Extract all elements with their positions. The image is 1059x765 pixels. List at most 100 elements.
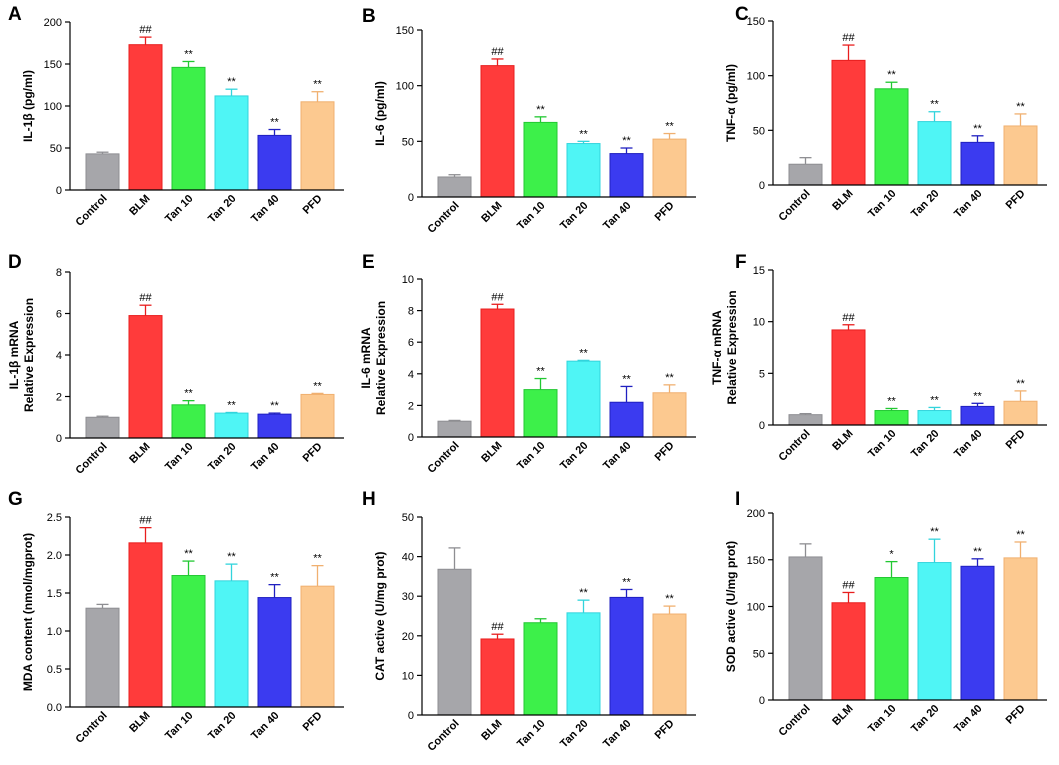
- panel-g-mark-4: **: [270, 572, 279, 584]
- panel-f-category-1: BLM: [830, 428, 855, 453]
- panel-b-bar-5: [652, 138, 687, 198]
- panel-f-bar-5: [1003, 400, 1038, 426]
- panel-g-category-4: Tan 40: [249, 710, 282, 743]
- panel-i-mark-1: ##: [842, 579, 855, 591]
- panel-h-mark-1: ##: [491, 621, 504, 633]
- panel-g-mark-2: **: [184, 548, 193, 560]
- panel-a-ylabel-0: IL-1β (pg/ml): [21, 70, 35, 142]
- panel-b-category-4: Tan 40: [601, 200, 634, 233]
- panel-b-category-3: Tan 20: [558, 200, 591, 233]
- panel-i-ytick-label-3: 150: [747, 555, 765, 567]
- panel-h-category-4: Tan 40: [601, 718, 634, 751]
- panel-a: A Control ## BLM ** Tan 10 ** Tan 20 ** Tan 40 ** P…: [8, 4, 344, 229]
- panel-e-mark-3: **: [579, 347, 588, 359]
- panel-f: F Control ## BLM ** Tan 10 ** Tan 20 ** Tan 40 ** P…: [710, 252, 1047, 464]
- panel-c-bar-2: [874, 88, 909, 186]
- panel-i-bar-0: [788, 556, 823, 701]
- panel-g-ytick-label-3: 1.5: [47, 588, 62, 600]
- panel-i-mark-3: **: [930, 526, 939, 538]
- panel-c-ytick-label-2: 100: [747, 71, 765, 83]
- panel-e-letter: E: [362, 252, 375, 273]
- panel-h-letter: H: [362, 489, 376, 510]
- panel-f-mark-5: **: [1016, 378, 1025, 390]
- panel-b-mark-1: ##: [491, 46, 504, 58]
- panel-h-ytick-label-1: 10: [402, 670, 414, 682]
- panel-d-bar-1: [128, 315, 163, 439]
- panel-d-ylabel-0: IL-1β mRNA: [7, 320, 21, 389]
- panel-g-ytick-label-2: 1.0: [47, 626, 62, 638]
- panel-b-ytick-label-2: 100: [396, 81, 414, 93]
- panel-a-ytick-label-0: 0: [56, 185, 62, 197]
- panel-b-mark-4: **: [622, 135, 631, 147]
- panel-g-category-1: BLM: [127, 710, 152, 735]
- panel-a-letter: A: [8, 4, 22, 25]
- panel-d-letter: D: [8, 252, 22, 273]
- panel-b-category-2: Tan 10: [515, 200, 548, 233]
- panel-f-mark-4: **: [973, 390, 982, 402]
- panel-i-ylabel-0: SOD active (U/mg prot): [724, 541, 738, 672]
- panel-c-category-4: Tan 40: [952, 188, 985, 221]
- panel-e: E Control ## BLM ** Tan 10 ** Tan 20 ** Tan 40 ** P…: [359, 252, 696, 476]
- panel-h-ytick-label-0: 0: [408, 710, 414, 722]
- panel-i-category-1: BLM: [830, 703, 855, 728]
- panel-i-category-2: Tan 10: [866, 703, 899, 736]
- panel-g-ytick-label-1: 0.5: [47, 664, 62, 676]
- panel-h-category-3: Tan 20: [558, 718, 591, 751]
- panel-f-ytick-label-3: 15: [753, 265, 765, 277]
- panel-i-bar-2: [874, 577, 909, 701]
- panel-f-bar-1: [831, 329, 866, 426]
- panel-d-mark-3: **: [227, 399, 236, 411]
- panel-f-mark-3: **: [930, 394, 939, 406]
- panel-d-ytick-label-3: 6: [56, 309, 62, 321]
- panel-b-bar-3: [566, 143, 601, 198]
- panel-h-category-5: PFD: [653, 718, 677, 742]
- panel-c-category-3: Tan 20: [909, 188, 942, 221]
- panel-d-category-3: Tan 20: [206, 441, 239, 474]
- panel-f-mark-2: **: [887, 395, 896, 407]
- panel-b-ylabel-0: IL-6 (pg/ml): [373, 81, 387, 146]
- panel-e-bar-0: [437, 420, 472, 438]
- panel-d-ytick-label-4: 8: [56, 267, 62, 279]
- panel-g-category-3: Tan 20: [206, 710, 239, 743]
- panel-a-mark-4: **: [270, 117, 279, 129]
- panel-b-bar-2: [523, 121, 558, 198]
- panel-g-bar-5: [300, 585, 335, 708]
- panel-e-bar-3: [566, 360, 601, 438]
- panel-h-ytick-label-3: 30: [402, 591, 414, 603]
- panel-d-mark-4: **: [270, 400, 279, 412]
- panel-i-ytick-label-2: 100: [747, 602, 765, 614]
- panel-e-category-1: BLM: [479, 440, 504, 465]
- panel-i-category-4: Tan 40: [952, 703, 985, 736]
- panel-a-ytick-label-1: 50: [50, 143, 62, 155]
- panel-e-ytick-label-1: 2: [408, 400, 414, 412]
- panel-f-mark-1: ##: [842, 312, 855, 324]
- panel-b-ytick-label-3: 150: [396, 25, 414, 37]
- panel-d-ytick-label-0: 0: [56, 433, 62, 445]
- panel-h-category-1: BLM: [479, 718, 504, 743]
- panel-c-ytick-label-1: 50: [753, 125, 765, 137]
- panel-h-mark-5: **: [665, 593, 674, 605]
- panel-e-category-5: PFD: [653, 440, 677, 464]
- panel-b-category-0: Control: [425, 200, 461, 236]
- panel-a-category-3: Tan 20: [206, 193, 239, 226]
- panel-a-bar-3: [214, 95, 249, 191]
- panel-g-ylabel-0: MDA content (nmol/mgprot): [21, 533, 35, 691]
- panel-a-mark-3: **: [227, 76, 236, 88]
- panel-a-category-4: Tan 40: [249, 193, 282, 226]
- panel-c-bar-4: [960, 141, 995, 186]
- panel-e-ylabel-0: IL-6 mRNA: [359, 327, 373, 389]
- panel-i-bar-1: [831, 602, 866, 701]
- panel-i-category-5: PFD: [1004, 703, 1028, 727]
- panel-e-bar-2: [523, 389, 558, 438]
- panel-a-bar-5: [300, 101, 335, 191]
- panel-c-category-2: Tan 10: [866, 188, 899, 221]
- panel-h-bar-4: [609, 596, 644, 716]
- panel-c-mark-4: **: [973, 123, 982, 135]
- panel-g: G Control ## BLM ** Tan 10 ** Tan 20 ** Tan 40 ** P…: [8, 489, 344, 746]
- panel-c-mark-3: **: [930, 99, 939, 111]
- panel-a-category-5: PFD: [301, 193, 325, 217]
- panel-f-letter: F: [735, 252, 747, 273]
- panel-d: D Control ## BLM ** Tan 10 ** Tan 20 ** Tan 40 ** P…: [7, 252, 344, 477]
- panel-b-category-1: BLM: [479, 200, 504, 225]
- panel-f-ytick-label-2: 10: [753, 317, 765, 329]
